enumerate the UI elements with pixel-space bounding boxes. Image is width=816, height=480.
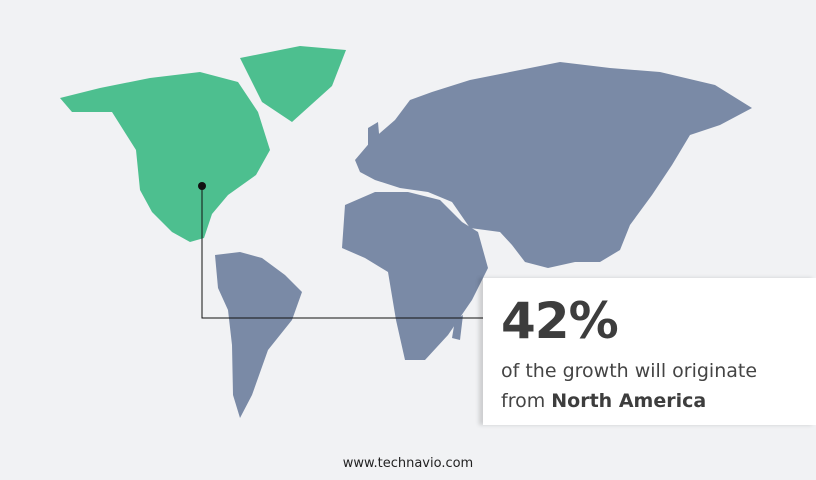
region-north-america	[60, 46, 346, 242]
callout-card: 42% of the growth will originate from No…	[483, 278, 816, 425]
pointer-line	[201, 186, 485, 319]
callout-line2-prefix: from	[501, 390, 546, 412]
growth-percent: 42%	[501, 292, 619, 350]
pointer-dot	[198, 182, 206, 190]
region-greenland	[240, 46, 346, 122]
region-eurasia	[355, 62, 752, 268]
region-south-america	[215, 252, 302, 418]
region-madagascar	[452, 315, 463, 340]
callout-region: North America	[551, 390, 707, 412]
callout-line1: of the growth will originate	[501, 360, 758, 382]
region-uk	[368, 122, 380, 148]
footer-url: www.technavio.com	[342, 456, 474, 471]
callout-description: of the growth will originate from North …	[501, 356, 757, 416]
